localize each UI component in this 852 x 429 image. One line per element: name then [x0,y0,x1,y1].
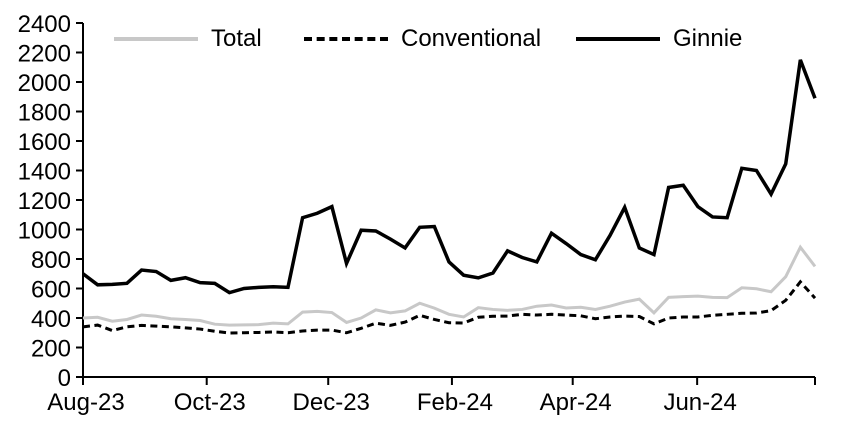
y-axis-tick-label: 2400 [18,11,71,38]
x-axis-tick-label: Apr-24 [540,389,612,416]
y-axis-tick-label: 2000 [18,70,71,97]
series-line-total [82,244,817,327]
y-axis-tick-label: 2200 [18,41,71,68]
y-axis-tick-label: 600 [31,277,71,304]
y-axis-tick-label: 1800 [18,100,71,127]
x-axis-tick-label: Jun-24 [663,389,736,416]
x-axis: Aug-23 Oct-23 Dec-23 Feb-24 Apr-24 Jun-24 [47,376,816,416]
x-axis-tick-label: Aug-23 [47,389,124,416]
series-line-conventional [82,279,817,335]
y-axis-tick-label: 1000 [18,218,71,245]
plot-series [81,59,817,335]
y-axis-tick-label: 1600 [18,129,71,156]
x-axis-tick-label: Oct-23 [174,389,246,416]
y-axis-tick-label: 800 [31,247,71,274]
series-line-ginnie [81,59,817,295]
y-axis-tick-label: 200 [31,336,71,363]
x-axis-tick-label: Feb-24 [417,389,493,416]
y-axis-tick-label: 400 [31,306,71,333]
y-axis-tick-label: 1200 [18,188,71,215]
y-axis-tick-label: 0 [58,365,71,392]
y-axis-tick-label: 1400 [18,159,71,186]
x-axis-tick-label: Dec-23 [293,389,370,416]
